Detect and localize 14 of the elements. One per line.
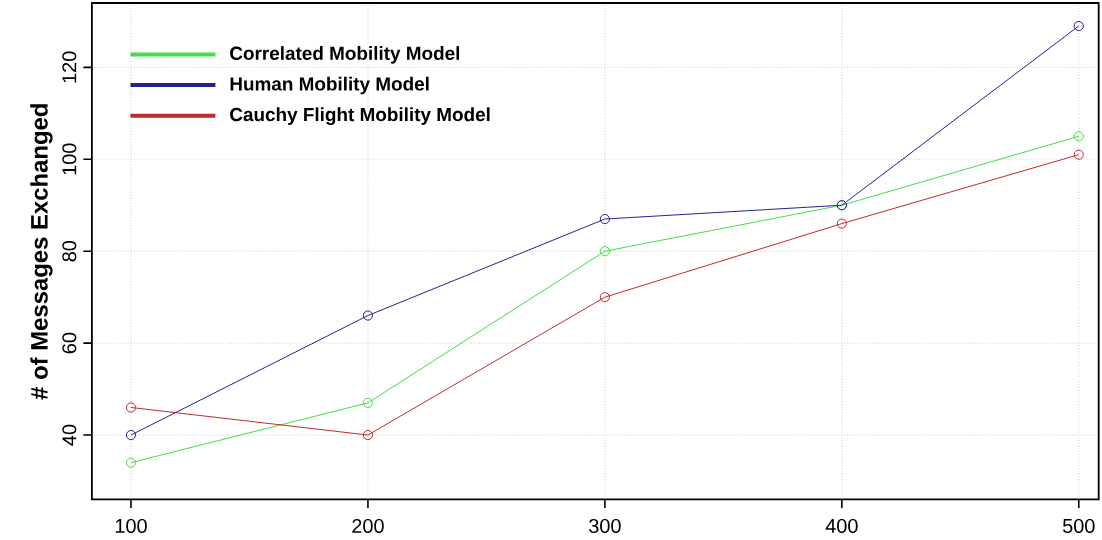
x-tick-label: 400 (825, 519, 858, 534)
y-tick-label: 100 (62, 143, 77, 175)
x-tick-label: 300 (589, 519, 621, 534)
legend-label: Human Mobility Model (230, 76, 429, 95)
y-tick-label: 60 (62, 333, 77, 354)
legend-label: Cauchy Flight Mobility Model (230, 107, 490, 126)
legend-label: Correlated Mobility Model (230, 46, 460, 64)
x-tick-label: 100 (115, 519, 147, 534)
x-tick-label: 200 (352, 519, 384, 534)
y-axis-title: # of Messages Exchanged (30, 104, 53, 400)
y-tick-label: 40 (62, 424, 77, 446)
y-tick-label: 80 (62, 241, 77, 262)
y-tick-label: 120 (62, 51, 77, 83)
x-tick-label: 500 (1062, 519, 1095, 534)
